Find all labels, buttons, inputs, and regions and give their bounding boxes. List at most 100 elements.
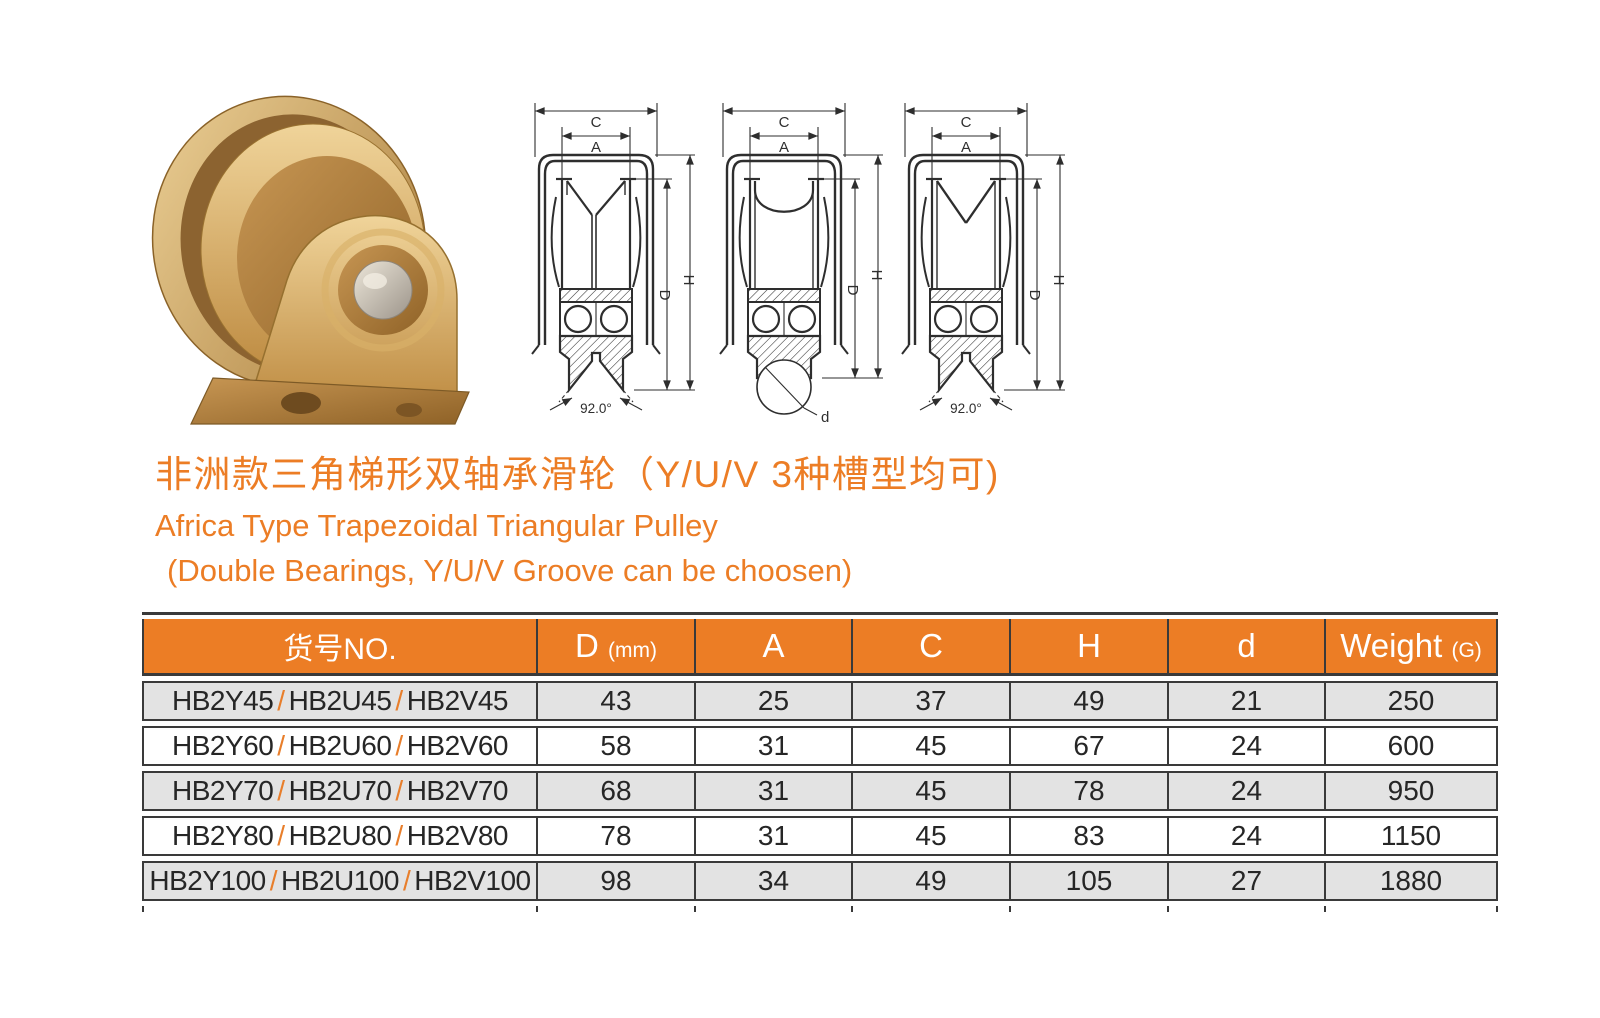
cell-c: 49 — [851, 861, 1009, 901]
cell-d: 43 — [536, 681, 694, 721]
dim-label-d: D — [1026, 290, 1043, 301]
cell-models: HB2Y60/HB2U60/HB2V60 — [142, 726, 536, 766]
model-code: HB2V60 — [406, 730, 509, 761]
spec-table: 货号NO. D (mm) A C H d Weight (G) HB2Y45/H… — [142, 614, 1498, 917]
model-code: HB2U45 — [288, 685, 392, 716]
cell-d-small: 24 — [1167, 771, 1324, 811]
col-header-d-small-label: d — [1237, 627, 1256, 664]
col-header-d-unit: (mm) — [608, 639, 657, 662]
table-header-row: 货号NO. D (mm) A C H d Weight (G) — [142, 619, 1498, 676]
cell-h: 105 — [1009, 861, 1167, 901]
model-code: HB2U70 — [288, 775, 392, 806]
dim-label-d: D — [844, 285, 861, 296]
cell-models: HB2Y45/HB2U45/HB2V45 — [142, 681, 536, 721]
model-code: HB2Y80 — [172, 820, 274, 851]
model-code: HB2Y45 — [172, 685, 274, 716]
cell-d-small: 27 — [1167, 861, 1324, 901]
col-header-d-small: d — [1167, 619, 1324, 676]
table-row: HB2Y60/HB2U60/HB2V60 58 31 45 67 24 600 — [142, 726, 1498, 766]
table-row: HB2Y80/HB2U80/HB2V80 78 31 45 83 24 1150 — [142, 816, 1498, 856]
drawing-v-groove: C A D H 92.0° — [872, 90, 1072, 435]
col-header-a-label: A — [762, 627, 785, 664]
cell-d: 68 — [536, 771, 694, 811]
col-header-d-label: D — [575, 627, 599, 664]
model-separator: / — [277, 820, 285, 851]
cell-d: 78 — [536, 816, 694, 856]
table-row: HB2Y45/HB2U45/HB2V45 43 25 37 49 21 250 — [142, 681, 1498, 721]
table-top-border — [142, 612, 1498, 615]
dim-label-d: D — [656, 290, 673, 301]
cell-a: 34 — [694, 861, 851, 901]
cell-weight: 250 — [1324, 681, 1498, 721]
product-title-en: Africa Type Trapezoidal Triangular Pulle… — [155, 508, 718, 544]
model-code: HB2U80 — [288, 820, 392, 851]
model-code: HB2V80 — [406, 820, 509, 851]
cell-models: HB2Y80/HB2U80/HB2V80 — [142, 816, 536, 856]
dim-label-h: H — [1050, 275, 1067, 286]
cell-weight: 1880 — [1324, 861, 1498, 901]
table-row: HB2Y100/HB2U100/HB2V100 98 34 49 105 27 … — [142, 861, 1498, 901]
dim-label-angle: 92.0° — [580, 401, 612, 416]
model-separator: / — [402, 865, 411, 896]
col-header-h: H — [1009, 619, 1167, 676]
col-header-weight-label: Weight — [1340, 627, 1443, 664]
dim-label-a: A — [591, 139, 601, 156]
model-separator: / — [395, 820, 403, 851]
model-code: HB2V70 — [406, 775, 509, 806]
col-header-c: C — [851, 619, 1009, 676]
cell-models: HB2Y70/HB2U70/HB2V70 — [142, 771, 536, 811]
cell-d: 58 — [536, 726, 694, 766]
model-separator: / — [277, 775, 285, 806]
drawing-u-groove: C A D H d — [690, 90, 890, 435]
cell-h: 67 — [1009, 726, 1167, 766]
table-row: HB2Y70/HB2U70/HB2V70 68 31 45 78 24 950 — [142, 771, 1498, 811]
model-code: HB2V45 — [406, 685, 509, 716]
cell-h: 83 — [1009, 816, 1167, 856]
col-header-d: D (mm) — [536, 619, 694, 676]
product-title-zh: 非洲款三角梯形双轴承滑轮（Y/U/V 3种槽型均可) — [155, 454, 1000, 495]
cell-a: 31 — [694, 816, 851, 856]
model-code: HB2U60 — [288, 730, 392, 761]
dim-label-a: A — [779, 139, 789, 156]
model-code: HB2V100 — [414, 865, 531, 896]
cell-d: 98 — [536, 861, 694, 901]
cell-c: 45 — [851, 726, 1009, 766]
cell-a: 31 — [694, 771, 851, 811]
cell-d-small: 21 — [1167, 681, 1324, 721]
cell-c: 37 — [851, 681, 1009, 721]
pulley-base — [190, 377, 470, 425]
dim-label-c: C — [961, 114, 972, 131]
model-code: HB2Y60 — [172, 730, 274, 761]
cell-weight: 1150 — [1324, 816, 1498, 856]
cell-a: 25 — [694, 681, 851, 721]
cell-d-small: 24 — [1167, 726, 1324, 766]
pulley-bracket — [245, 214, 458, 411]
dim-label-c: C — [591, 114, 602, 131]
product-subtitle-en: (Double Bearings, Y/U/V Groove can be ch… — [167, 553, 853, 588]
cell-models: HB2Y100/HB2U100/HB2V100 — [142, 861, 536, 901]
cell-a: 31 — [694, 726, 851, 766]
col-header-a: A — [694, 619, 851, 676]
title-block: 非洲款三角梯形双轴承滑轮（Y/U/V 3种槽型均可) Africa Type T… — [155, 452, 1000, 591]
model-separator: / — [277, 685, 285, 716]
cell-h: 78 — [1009, 771, 1167, 811]
model-code: HB2Y100 — [149, 865, 266, 896]
model-separator: / — [395, 730, 403, 761]
cell-c: 45 — [851, 771, 1009, 811]
cell-d-small: 24 — [1167, 816, 1324, 856]
col-header-h-label: H — [1077, 627, 1101, 664]
model-separator: / — [269, 865, 278, 896]
model-separator: / — [395, 775, 403, 806]
dim-label-angle: 92.0° — [950, 401, 982, 416]
col-header-no: 货号NO. — [142, 619, 536, 676]
col-header-weight-unit: (G) — [1451, 639, 1482, 662]
dim-label-h: H — [868, 270, 885, 281]
table-cropped-row-stub — [142, 906, 1498, 912]
cell-weight: 600 — [1324, 726, 1498, 766]
product-photo — [150, 92, 472, 428]
dim-label-axle: d — [821, 409, 829, 426]
col-header-weight: Weight (G) — [1324, 619, 1498, 676]
model-separator: / — [277, 730, 285, 761]
dim-label-h: H — [680, 275, 697, 286]
